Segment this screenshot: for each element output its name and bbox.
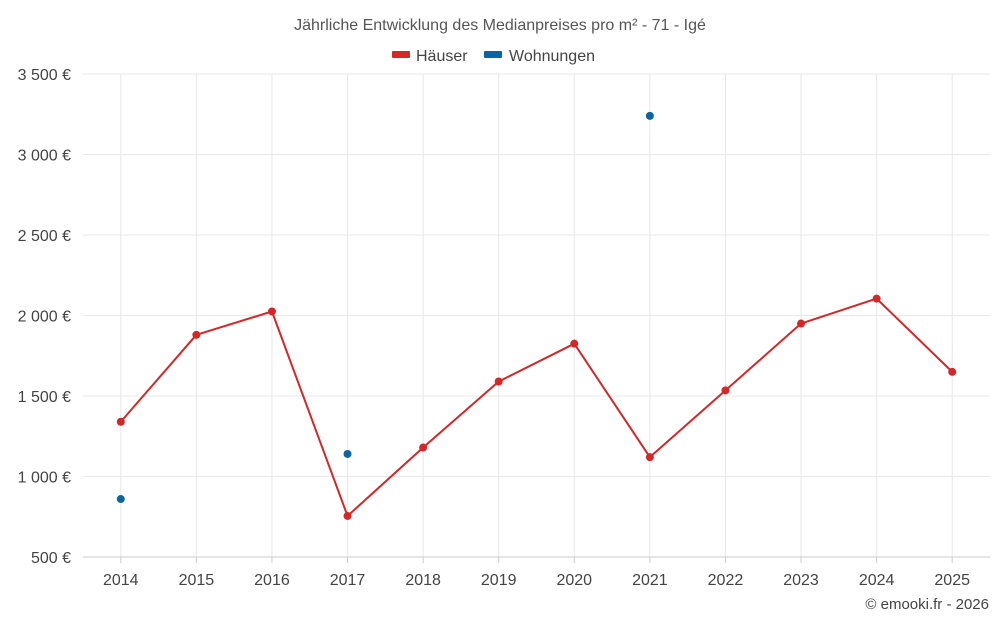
x-tick-label: 2019 bbox=[481, 572, 517, 589]
series-wohnungen bbox=[116, 111, 654, 504]
data-point-haeuser[interactable] bbox=[645, 453, 654, 462]
x-axis-ticks: 2014 2015 2016 2017 2018 2019 2020 2021 2022 2023… bbox=[103, 557, 970, 589]
x-tick-label: 2024 bbox=[859, 572, 895, 589]
data-point-haeuser[interactable] bbox=[343, 511, 352, 520]
data-point-haeuser[interactable] bbox=[419, 443, 428, 452]
y-tick-label: 1 000 € bbox=[18, 470, 71, 487]
x-tick-label: 2014 bbox=[103, 572, 139, 589]
legend-swatch-haeuser bbox=[392, 51, 410, 58]
legend-swatch-wohnungen bbox=[484, 51, 502, 58]
y-axis-ticks: 500 € 1 000 € 1 500 € 2 000 € 2 500 € 3 000 €… bbox=[18, 67, 71, 567]
x-tick-label: 2021 bbox=[632, 572, 668, 589]
data-point-wohnungen[interactable] bbox=[343, 449, 352, 458]
legend-label-haeuser: Häuser bbox=[416, 48, 468, 65]
credit: © emooki.fr - 2026 bbox=[865, 596, 989, 613]
data-point-haeuser[interactable] bbox=[570, 339, 579, 348]
x-tick-label: 2017 bbox=[330, 572, 366, 589]
data-point-haeuser[interactable] bbox=[797, 319, 806, 328]
grid bbox=[83, 73, 990, 557]
y-tick-label: 3 000 € bbox=[18, 148, 71, 165]
x-tick-label: 2020 bbox=[556, 572, 592, 589]
x-tick-label: 2018 bbox=[405, 572, 441, 589]
x-tick-label: 2022 bbox=[708, 572, 744, 589]
x-tick-label: 2025 bbox=[934, 572, 970, 589]
chart-title: Jährliche Entwicklung des Medianpreises … bbox=[294, 17, 706, 34]
y-tick-label: 2 000 € bbox=[18, 309, 71, 326]
legend-item-haeuser[interactable]: Häuser bbox=[392, 48, 468, 65]
y-tick-label: 500 € bbox=[31, 550, 71, 567]
y-tick-label: 2 500 € bbox=[18, 228, 71, 245]
y-tick-label: 1 500 € bbox=[18, 389, 71, 406]
data-point-haeuser[interactable] bbox=[192, 330, 201, 339]
legend-label-wohnungen: Wohnungen bbox=[509, 48, 595, 65]
data-point-haeuser[interactable] bbox=[267, 307, 276, 316]
series-haeuser bbox=[116, 294, 957, 520]
data-point-haeuser[interactable] bbox=[948, 367, 957, 376]
y-tick-label: 3 500 € bbox=[18, 67, 71, 84]
data-point-haeuser[interactable] bbox=[721, 386, 730, 395]
data-point-wohnungen[interactable] bbox=[645, 111, 654, 120]
legend-item-wohnungen[interactable]: Wohnungen bbox=[484, 48, 595, 65]
data-point-haeuser[interactable] bbox=[494, 377, 503, 386]
data-point-haeuser[interactable] bbox=[116, 417, 125, 426]
legend: Häuser Wohnungen bbox=[392, 48, 595, 65]
plot-area bbox=[116, 111, 957, 520]
x-tick-label: 2016 bbox=[254, 572, 290, 589]
data-point-wohnungen[interactable] bbox=[116, 495, 125, 504]
x-tick-label: 2015 bbox=[179, 572, 215, 589]
x-tick-label: 2023 bbox=[783, 572, 819, 589]
data-point-haeuser[interactable] bbox=[872, 294, 881, 303]
series-line-haeuser bbox=[120, 297, 953, 517]
